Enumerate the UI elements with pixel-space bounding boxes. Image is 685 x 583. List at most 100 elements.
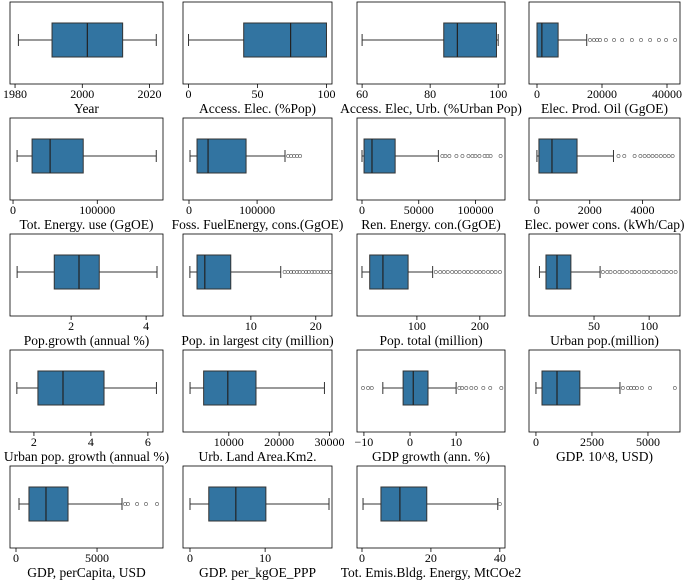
- x-tick-label: 60: [356, 87, 368, 101]
- outlier: [673, 270, 678, 274]
- x-tick-label: 50000: [404, 203, 434, 217]
- outlier: [126, 502, 130, 506]
- x-axis-label: GDP, perCapita, USD: [27, 565, 146, 580]
- outlier: [666, 154, 671, 158]
- box: [363, 138, 396, 174]
- box: [196, 254, 232, 290]
- x-axis-label: Year: [74, 101, 99, 116]
- panel-frame: [9, 465, 164, 549]
- panel-frame: [356, 349, 506, 433]
- outlier: [669, 270, 674, 274]
- outlier: [608, 270, 613, 274]
- x-tick-label: 20: [425, 551, 437, 565]
- outlier: [622, 154, 627, 158]
- outlier: [625, 270, 629, 274]
- x-tick-label: 50: [588, 319, 600, 333]
- x-axis-label: Access. Elec, Urb. (%Urban Pop): [340, 101, 522, 116]
- x-tick-label: 0: [534, 203, 540, 217]
- panel: 1980 2000 2020 Year: [3, 1, 164, 116]
- box: [208, 486, 267, 522]
- outlier: [473, 154, 478, 158]
- outlier: [477, 270, 482, 274]
- x-axis-label: Ren. Energy. con.(GgOE): [361, 217, 500, 232]
- outlier: [135, 502, 139, 506]
- panel-frame: [356, 465, 506, 549]
- x-tick-label: 100: [489, 87, 507, 101]
- outlier: [488, 154, 493, 158]
- outlier: [460, 154, 465, 158]
- panel-frame: [528, 1, 681, 85]
- box: [243, 22, 327, 58]
- x-axis-label: Urban pop.(million): [550, 333, 659, 348]
- outlier: [637, 270, 642, 274]
- x-tick-label: 20000: [587, 87, 617, 101]
- outlier: [144, 502, 148, 506]
- x-tick-label: 0: [533, 435, 539, 449]
- outlier: [469, 386, 474, 390]
- outlier: [629, 270, 634, 274]
- outlier: [598, 38, 602, 42]
- panel-frame: [182, 117, 333, 201]
- panel-frame: [528, 117, 681, 201]
- outlier: [309, 270, 314, 274]
- outlier: [632, 386, 636, 390]
- x-tick-label: 0: [407, 435, 413, 449]
- box: [37, 370, 105, 406]
- x-tick-label: 5000: [85, 551, 109, 565]
- outlier: [664, 270, 669, 274]
- outlier: [282, 270, 287, 274]
- outlier: [457, 386, 462, 390]
- x-axis-label: Tot. Energy. use (GgOE): [19, 217, 153, 232]
- outlier: [474, 270, 478, 274]
- box: [541, 370, 581, 406]
- outlier: [319, 270, 323, 274]
- x-axis-label: Foss. FuelEnergy, cons.(GgOE): [172, 217, 344, 232]
- outlier: [664, 38, 668, 42]
- outlier: [499, 386, 504, 390]
- x-tick-label: 2000: [578, 203, 602, 217]
- outlier: [464, 386, 469, 390]
- outlier: [298, 154, 303, 158]
- outlier: [454, 270, 458, 274]
- panel-frame: [182, 233, 333, 317]
- outlier: [481, 270, 486, 274]
- outlier: [605, 270, 610, 274]
- x-tick-label: 4000: [631, 203, 655, 217]
- outlier: [328, 270, 332, 274]
- panel-frame: [9, 233, 164, 317]
- outlier: [324, 270, 329, 274]
- x-axis-label: Elec. power cons. (kWh/Cap): [524, 217, 684, 232]
- outlier: [366, 386, 370, 390]
- x-axis-label: Tot. Emis.Bldg. Energy, MtCOe2: [341, 565, 522, 580]
- outlier: [497, 502, 502, 506]
- outlier: [481, 386, 486, 390]
- outlier: [657, 270, 661, 274]
- panel-frame: [182, 349, 333, 433]
- x-tick-label: 100000: [239, 203, 275, 217]
- x-axis-label: Pop. in largest city (million): [181, 333, 333, 348]
- outlier: [672, 386, 677, 390]
- outlier: [457, 270, 462, 274]
- outlier: [652, 270, 657, 274]
- box: [196, 138, 247, 174]
- outlier: [670, 154, 675, 158]
- box: [536, 22, 559, 58]
- outlier: [440, 154, 445, 158]
- x-tick-label: 30000: [314, 435, 344, 449]
- outlier: [498, 270, 502, 274]
- outlier: [620, 38, 625, 42]
